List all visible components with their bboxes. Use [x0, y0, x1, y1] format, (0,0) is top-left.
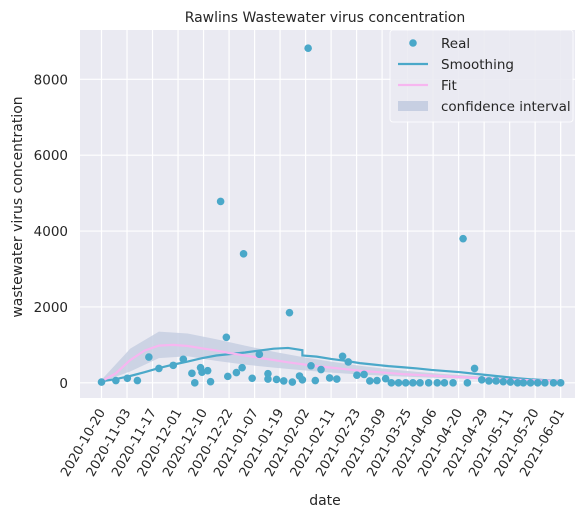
data-point [499, 377, 508, 386]
x-axis-label: date [309, 493, 341, 509]
data-point [381, 374, 390, 383]
legend-marker-real [409, 39, 417, 47]
legend: Real Smoothing Fit confidence interval [389, 29, 574, 123]
data-point [203, 366, 212, 375]
data-point [304, 44, 312, 53]
data-point [317, 365, 325, 374]
data-point [285, 308, 294, 317]
data-point [401, 379, 410, 387]
data-point [424, 379, 433, 387]
smoothing-line [101, 346, 561, 383]
data-point [463, 379, 472, 387]
data-point [366, 377, 374, 385]
data-point [288, 378, 297, 386]
confidence-band [101, 331, 561, 383]
data-point [492, 377, 500, 385]
data-point [311, 376, 320, 385]
data-point [298, 375, 307, 384]
data-point [232, 368, 241, 377]
data-point [188, 369, 196, 378]
chart-title: Rawlins Wastewater virus concentration [185, 10, 466, 26]
y-tick-label: 0 [59, 376, 68, 392]
y-tick-label: 4000 [34, 224, 68, 240]
data-point [449, 379, 457, 387]
data-point [333, 375, 341, 383]
data-point [264, 375, 272, 383]
data-point [338, 352, 347, 361]
data-point [123, 374, 132, 383]
data-point [255, 350, 264, 359]
data-point [394, 379, 403, 387]
data-point [519, 379, 528, 387]
data-point [239, 250, 248, 258]
data-point [238, 363, 246, 372]
data-point [373, 376, 381, 385]
x-tick-labels: 2020-10-202020-11-032020-11-172020-12-01… [58, 407, 568, 480]
data-point [112, 376, 120, 385]
data-point [416, 379, 424, 387]
data-point [169, 361, 178, 370]
legend-marker-confidence [398, 101, 428, 111]
data-point [145, 353, 153, 361]
data-point [325, 374, 334, 382]
legend-label-fit: Fit [441, 78, 457, 94]
y-tick-label: 2000 [34, 300, 68, 316]
data-point [433, 379, 442, 387]
data-point [206, 377, 215, 386]
data-point [360, 370, 368, 379]
data-point [133, 376, 142, 385]
y-tick-label: 6000 [34, 148, 68, 164]
data-point [353, 371, 361, 380]
grid-lines [80, 30, 575, 398]
legend-label-real: Real [441, 36, 470, 52]
data-point [155, 364, 163, 373]
legend-label-smoothing: Smoothing [441, 57, 514, 73]
data-point [179, 355, 188, 364]
data-point [556, 379, 565, 387]
data-point [216, 197, 225, 206]
legend-box [389, 29, 574, 123]
data-point [248, 374, 256, 383]
data-point [222, 333, 231, 342]
y-tick-label: 8000 [34, 72, 68, 88]
data-point [97, 378, 106, 386]
confidence-band-layer [101, 331, 561, 383]
data-point [387, 379, 396, 387]
data-point [526, 379, 535, 387]
data-point [513, 379, 522, 387]
data-point [506, 378, 515, 386]
data-point [344, 358, 353, 366]
data-point [198, 368, 206, 377]
y-tick-labels: 0 2000 4000 6000 8000 [34, 72, 68, 392]
data-point [264, 369, 272, 378]
data-point [470, 364, 479, 373]
data-point [477, 375, 486, 384]
data-point [223, 372, 232, 381]
data-point [272, 375, 281, 384]
data-point [190, 379, 199, 387]
legend-label-confidence: confidence interval [441, 99, 571, 115]
data-point [549, 379, 558, 387]
data-point [533, 379, 542, 387]
y-axis-label: wastewater virus concentration [10, 96, 26, 317]
data-point [440, 379, 449, 387]
data-point [541, 379, 549, 387]
data-point [459, 234, 467, 243]
data-point [307, 361, 315, 370]
data-point [279, 377, 288, 385]
data-point [485, 377, 493, 385]
data-point [409, 379, 417, 387]
point-layer [97, 44, 565, 387]
